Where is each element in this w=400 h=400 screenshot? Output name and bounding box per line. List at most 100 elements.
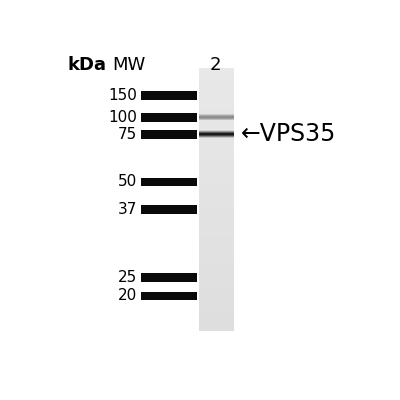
Bar (199, 120, 234, 122)
Bar (199, 142, 234, 143)
Text: 150: 150 (108, 88, 137, 103)
Bar (199, 119, 234, 120)
Bar (199, 170, 234, 172)
Bar (199, 98, 234, 100)
Bar (199, 85, 234, 86)
Bar (199, 132, 234, 133)
Bar (199, 273, 234, 275)
Bar (199, 181, 234, 182)
Bar (199, 138, 234, 139)
Bar (199, 173, 234, 175)
Bar (199, 274, 234, 276)
Bar (199, 227, 234, 229)
Bar (199, 198, 234, 200)
Bar (199, 119, 234, 121)
Bar (199, 314, 234, 316)
Bar (199, 132, 234, 133)
Bar (199, 131, 234, 132)
Bar (199, 156, 234, 158)
Bar (199, 296, 234, 297)
Bar (199, 318, 234, 320)
Bar (199, 315, 234, 317)
Bar (199, 232, 234, 234)
Bar (142, 273, 197, 282)
Bar (199, 288, 234, 289)
Bar (199, 234, 234, 235)
Bar (199, 260, 234, 262)
Bar (199, 97, 234, 98)
Bar (142, 292, 197, 300)
Bar (199, 199, 234, 201)
Bar (199, 247, 234, 248)
Bar (199, 230, 234, 231)
Bar (199, 137, 234, 138)
Bar (199, 212, 234, 214)
Bar (199, 226, 234, 227)
Bar (199, 94, 234, 96)
Bar (199, 103, 234, 105)
Bar (199, 190, 234, 192)
Bar (199, 82, 234, 84)
Bar (199, 305, 234, 306)
Bar (199, 135, 234, 136)
Text: 25: 25 (118, 270, 137, 285)
Bar (199, 207, 234, 209)
Bar (199, 134, 234, 135)
Bar (199, 136, 234, 137)
Bar (199, 124, 234, 126)
Bar (199, 78, 234, 80)
Text: 100: 100 (108, 110, 137, 125)
Bar (199, 116, 234, 117)
Bar (199, 261, 234, 263)
Bar (199, 177, 234, 179)
Bar (199, 92, 234, 93)
Bar (199, 236, 234, 238)
Bar (199, 99, 234, 101)
Bar (199, 309, 234, 310)
Bar (199, 219, 234, 221)
Bar (199, 128, 234, 130)
Bar (199, 246, 234, 247)
Bar (199, 72, 234, 73)
Bar (199, 101, 234, 102)
Bar (199, 323, 234, 325)
Bar (199, 152, 234, 154)
Bar (199, 286, 234, 288)
Bar (199, 166, 234, 168)
Bar (199, 285, 234, 286)
Bar (199, 135, 234, 136)
Bar (199, 130, 234, 131)
Bar (199, 306, 234, 308)
Bar (199, 184, 234, 185)
Bar (199, 210, 234, 212)
Bar (199, 134, 234, 135)
Bar (199, 131, 234, 132)
Bar (199, 132, 234, 134)
Bar (142, 178, 197, 186)
Bar (199, 134, 234, 135)
Bar (199, 251, 234, 252)
Bar (199, 136, 234, 137)
Bar (199, 90, 234, 92)
Bar (199, 228, 234, 230)
Bar (199, 269, 234, 271)
Bar (199, 216, 234, 218)
Bar (199, 289, 234, 290)
Bar (142, 113, 197, 122)
Bar (199, 201, 234, 202)
Bar (199, 330, 234, 331)
Bar (199, 116, 234, 117)
Bar (199, 114, 234, 115)
Bar (199, 328, 234, 330)
Text: 75: 75 (118, 127, 137, 142)
Bar (199, 130, 234, 131)
Bar (142, 130, 197, 138)
Bar (199, 327, 234, 329)
Bar (199, 203, 234, 205)
Bar (199, 115, 234, 116)
Bar (199, 208, 234, 210)
Bar (199, 313, 234, 314)
Bar (199, 248, 234, 250)
Bar (199, 301, 234, 302)
Bar (199, 147, 234, 148)
